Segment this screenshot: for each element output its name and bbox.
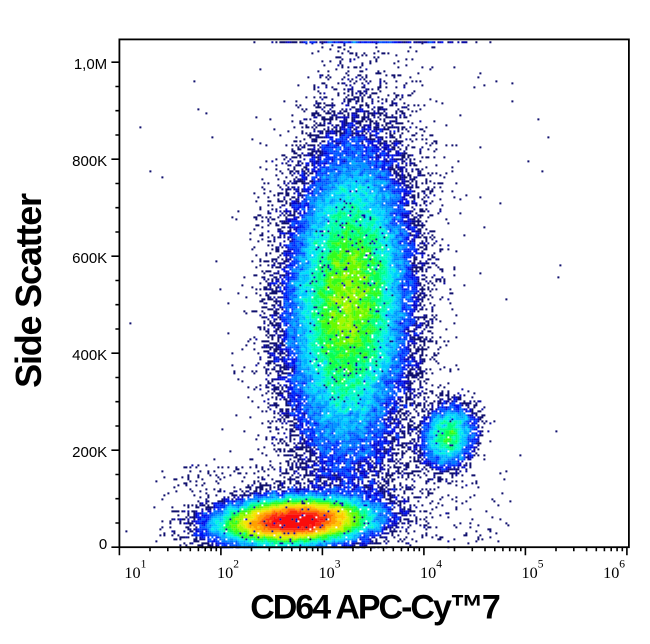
svg-text:Side Scatter: Side Scatter <box>8 193 49 388</box>
svg-text:1,0M: 1,0M <box>74 56 107 73</box>
svg-text:800K: 800K <box>72 153 107 170</box>
svg-text:0: 0 <box>99 536 107 553</box>
svg-text:200K: 200K <box>72 444 107 461</box>
svg-text:400K: 400K <box>72 347 107 364</box>
svg-text:600K: 600K <box>72 250 107 267</box>
svg-text:CD64 APC-Cy™7: CD64 APC-Cy™7 <box>250 588 500 626</box>
